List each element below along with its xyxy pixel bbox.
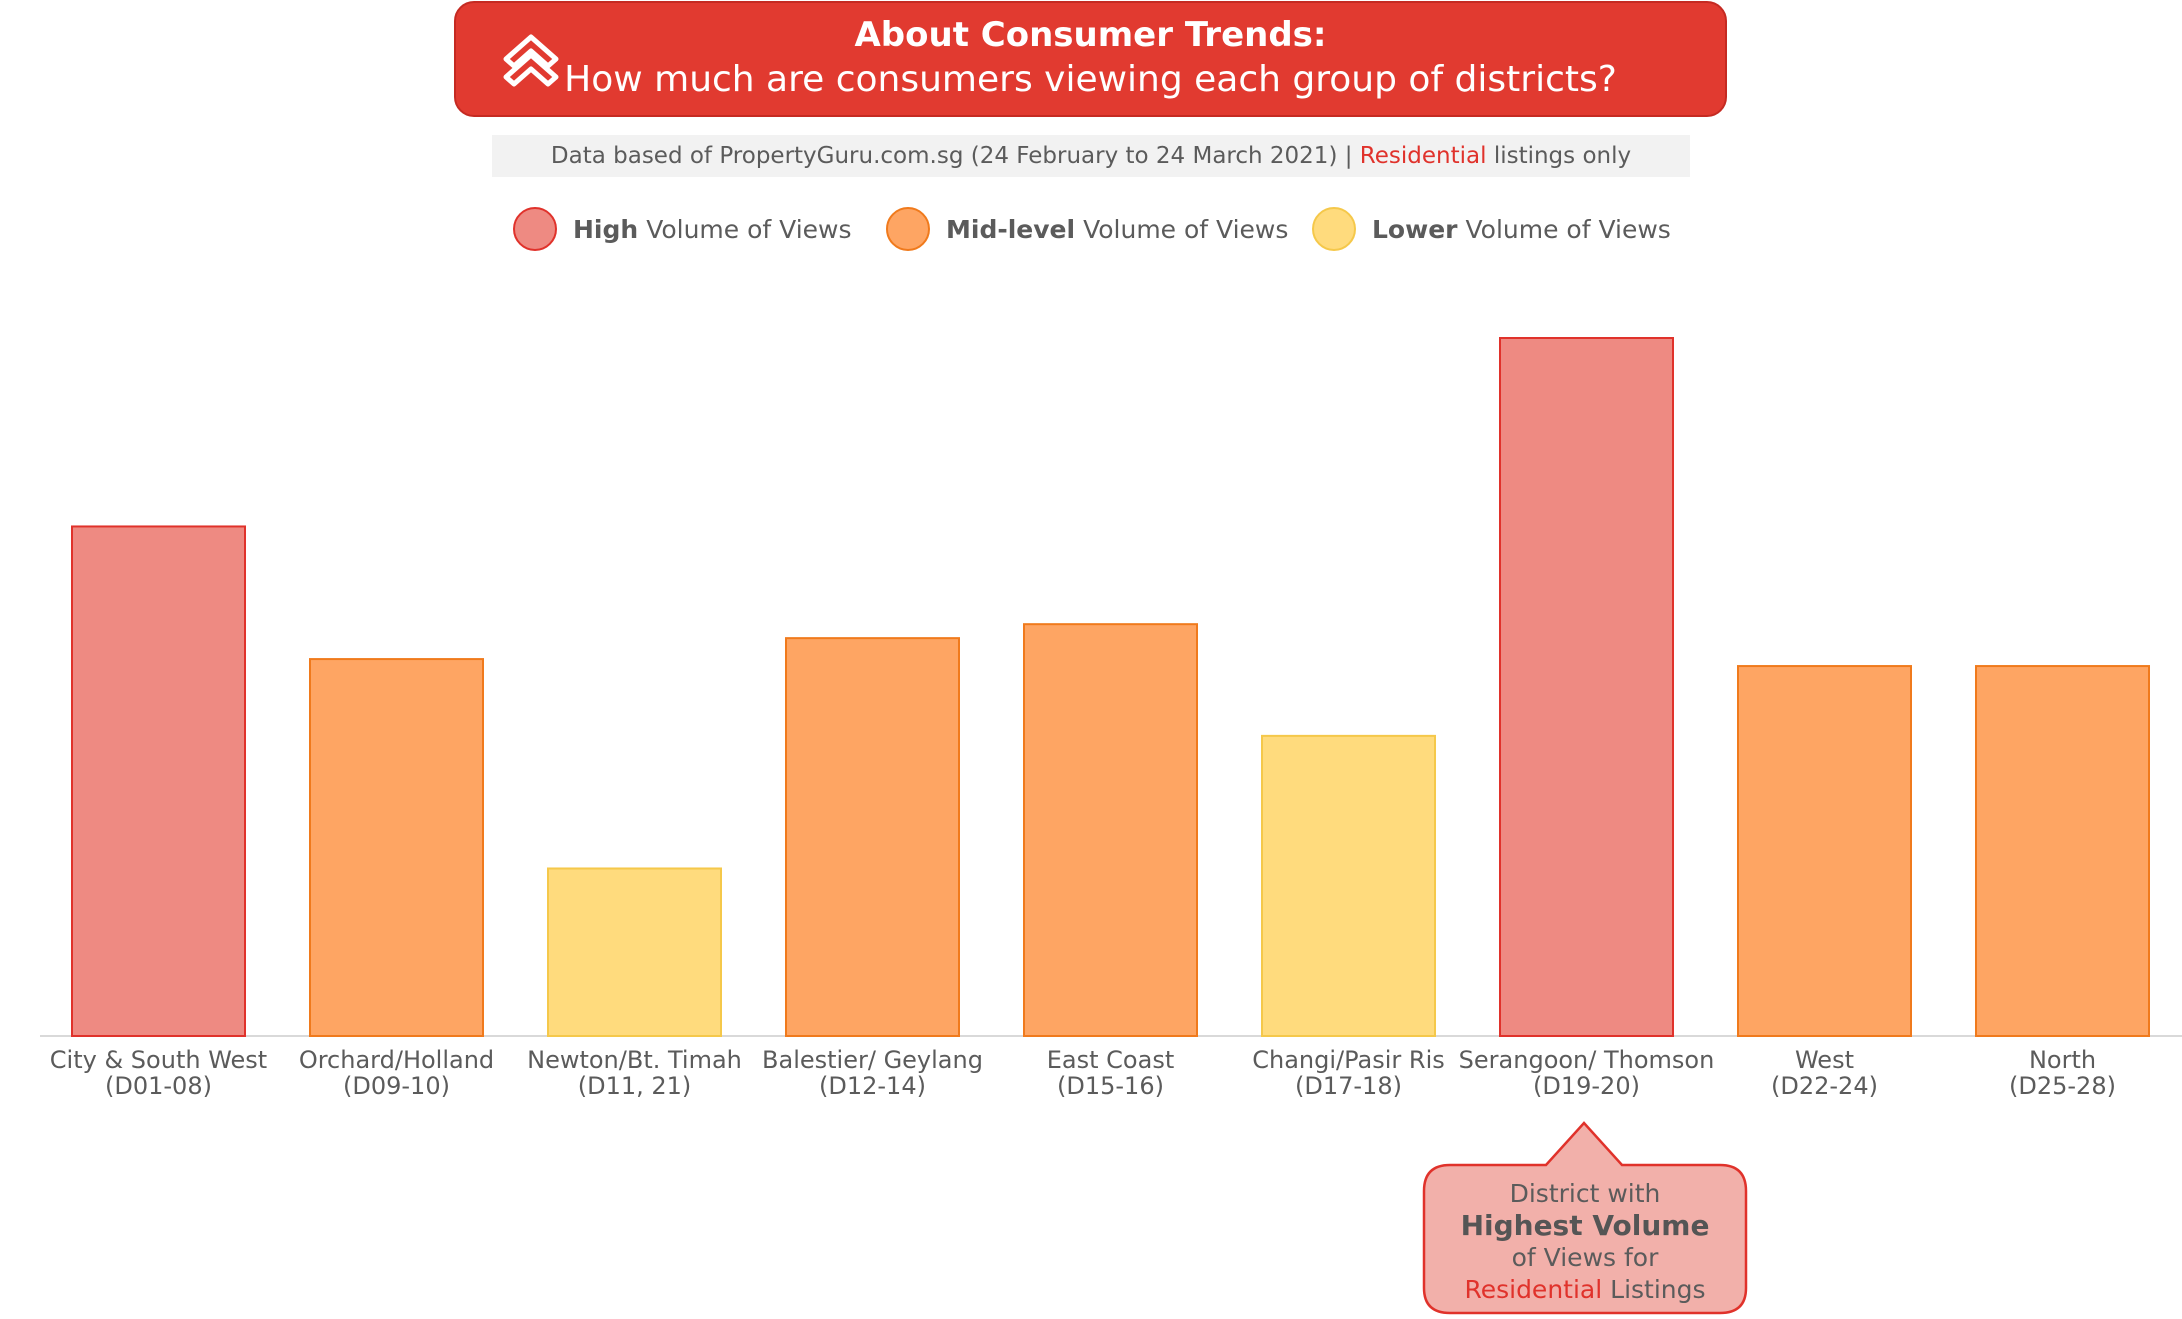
header-banner: About Consumer Trends: How much are cons… <box>454 1 1727 117</box>
bar <box>785 637 960 1037</box>
callout-line-4-red: Residential <box>1464 1275 1603 1304</box>
callout-line-4-rest: Listings <box>1610 1275 1706 1304</box>
x-tick-sublabel: (D09-10) <box>343 1072 450 1100</box>
callout-line-2: Highest Volume <box>1460 1209 1710 1242</box>
source-highlight: Residential <box>1359 143 1487 169</box>
x-tick-label: Orchard/Holland <box>299 1046 494 1074</box>
x-tick-label: East Coast <box>1047 1046 1174 1074</box>
bar <box>309 658 484 1038</box>
x-tick-sublabel: (D25-28) <box>2009 1072 2116 1100</box>
bar <box>71 525 246 1038</box>
callout-line-3: of Views for <box>1511 1243 1659 1272</box>
bar <box>1737 665 1912 1037</box>
x-tick-sublabel: (D11, 21) <box>578 1072 692 1100</box>
legend-swatch-mid <box>886 207 930 251</box>
bar <box>1261 734 1436 1037</box>
legend-label-bold: Mid-level <box>946 214 1076 244</box>
page-subtitle: How much are consumers viewing each grou… <box>564 59 1617 100</box>
x-tick-label: Balestier/ Geylang <box>762 1046 983 1074</box>
legend-label-bold: High <box>573 214 639 244</box>
source-suffix: listings only <box>1493 143 1632 169</box>
x-tick-sublabel: (D17-18) <box>1295 1072 1402 1100</box>
x-tick-label: Changi/Pasir Ris <box>1252 1046 1445 1074</box>
bar <box>1499 337 1674 1037</box>
legend-label: Volume of Views <box>1465 214 1671 244</box>
callout-line-1: District with <box>1509 1179 1661 1208</box>
x-tick-label: Serangoon/ Thomson <box>1459 1046 1715 1074</box>
bar <box>1975 665 2150 1037</box>
x-tick-label: City & South West <box>50 1046 267 1074</box>
x-tick-sublabel: (D19-20) <box>1533 1072 1640 1100</box>
highest-volume-callout: District with Highest Volume of Views fo… <box>1420 1116 1750 1316</box>
legend-item-high: High Volume of Views <box>513 204 852 254</box>
x-tick-sublabel: (D01-08) <box>105 1072 212 1100</box>
x-tick-sublabel: (D12-14) <box>819 1072 926 1100</box>
callout-text: District with Highest Volume of Views fo… <box>1420 1178 1750 1306</box>
x-tick-sublabel: (D15-16) <box>1057 1072 1164 1100</box>
legend-item-lower: Lower Volume of Views <box>1312 204 1671 254</box>
x-tick-label: North <box>2029 1046 2096 1074</box>
data-source-note: Data based of PropertyGuru.com.sg (24 Fe… <box>492 135 1690 177</box>
legend-swatch-high <box>513 207 557 251</box>
x-tick-sublabel: (D22-24) <box>1771 1072 1878 1100</box>
legend-swatch-lower <box>1312 207 1356 251</box>
x-tick-label: West <box>1795 1046 1854 1074</box>
source-prefix: Data based of PropertyGuru.com.sg (24 Fe… <box>550 143 1353 169</box>
legend-label: Volume of Views <box>1083 214 1289 244</box>
legend-label: Volume of Views <box>646 214 852 244</box>
x-tick-label: Newton/Bt. Timah <box>527 1046 742 1074</box>
bar <box>1023 623 1198 1037</box>
callout-bubble <box>1422 1121 1748 1315</box>
legend-label-bold: Lower <box>1372 214 1458 244</box>
bar <box>547 867 722 1037</box>
propertyguru-chevrons-icon <box>503 34 559 87</box>
legend-item-mid: Mid-level Volume of Views <box>886 204 1288 254</box>
page-title: About Consumer Trends: <box>854 15 1327 55</box>
